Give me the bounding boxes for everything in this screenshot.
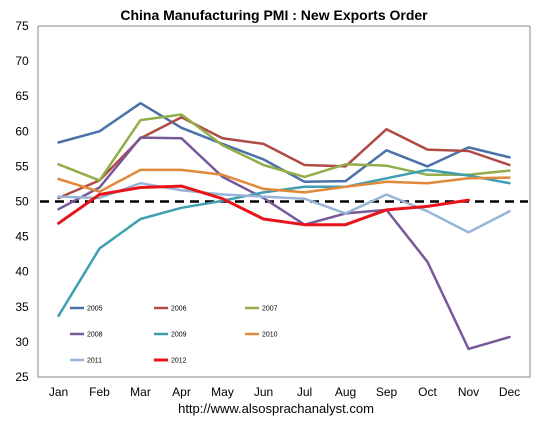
y-axis: 25 30 35 40 45 50 55 60 65 70 75 xyxy=(15,19,29,384)
legend-label-2009: 2009 xyxy=(171,332,187,339)
x-tick-label: Feb xyxy=(89,385,110,399)
legend-label-2007: 2007 xyxy=(262,306,278,313)
series-line-2008 xyxy=(57,136,511,351)
y-tick-label: 55 xyxy=(15,159,29,173)
source-url[interactable]: http://www.alsosprachanalyst.com xyxy=(178,401,374,416)
legend-label-2005: 2005 xyxy=(87,306,103,313)
y-tick-label: 30 xyxy=(15,335,29,349)
y-tick-label: 70 xyxy=(15,54,29,68)
x-tick-label: Nov xyxy=(458,385,479,399)
x-tick-label: Dec xyxy=(499,385,520,399)
legend-label-2012: 2012 xyxy=(171,358,187,365)
legend-label-2006: 2006 xyxy=(171,306,187,313)
x-tick-label: May xyxy=(211,385,234,399)
series-group xyxy=(57,101,511,351)
legend-label-2010: 2010 xyxy=(262,332,278,339)
x-tick-label: Jan xyxy=(49,385,68,399)
legend-label-2008: 2008 xyxy=(87,332,103,339)
x-tick-label: Aug xyxy=(335,385,356,399)
y-tick-label: 75 xyxy=(15,19,29,33)
x-tick-label: Apr xyxy=(172,385,191,399)
series-line-2012 xyxy=(57,184,470,227)
x-tick-label: Mar xyxy=(130,385,151,399)
y-tick-label: 35 xyxy=(15,300,29,314)
legend: 2005 2006 2007 2008 2009 2010 2011 2012 xyxy=(70,306,278,365)
y-tick-label: 65 xyxy=(15,89,29,103)
x-tick-label: Sep xyxy=(376,385,398,399)
legend-label-2011: 2011 xyxy=(87,358,102,365)
series-line-2010 xyxy=(57,168,511,194)
y-tick-label: 50 xyxy=(15,195,29,209)
chart-title: China Manufacturing PMI : New Exports Or… xyxy=(120,7,428,23)
plot-area xyxy=(37,25,531,378)
series-line-2011 xyxy=(57,181,511,234)
x-axis: Jan Feb Mar Apr May Jun Jul Aug Sep Oct Nov Dec xyxy=(49,385,520,399)
x-tick-label: Jun xyxy=(254,385,273,399)
y-tick-label: 25 xyxy=(15,370,29,384)
x-tick-label: Jul xyxy=(297,385,312,399)
y-tick-label: 45 xyxy=(15,230,29,244)
y-tick-label: 40 xyxy=(15,265,29,279)
y-tick-label: 60 xyxy=(15,124,29,138)
series-line-2007 xyxy=(57,113,511,182)
x-tick-label: Oct xyxy=(418,385,437,399)
